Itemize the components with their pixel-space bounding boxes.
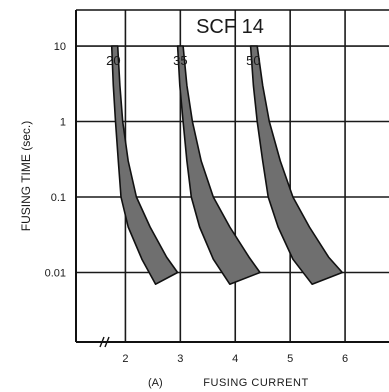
series-labels: 20 35 50: [106, 53, 260, 68]
x-tick-label: 6: [342, 353, 348, 365]
x-axis-label: FUSING CURRENT: [203, 377, 308, 389]
panel-label: (A): [148, 377, 163, 389]
y-tick-label: 0.01: [45, 267, 66, 279]
chart-title: SCF 14: [196, 16, 264, 38]
series-label-50: 50: [246, 53, 260, 68]
series-label-35: 35: [173, 53, 187, 68]
x-tick-label: 2: [122, 353, 128, 365]
y-tick-label: 10: [54, 41, 66, 53]
y-tick-label: 1: [60, 117, 66, 129]
fuse-band-20: [110, 45, 179, 285]
y-tick-label: 0.1: [51, 192, 66, 204]
series-label-20: 20: [106, 53, 120, 68]
axis-break-mark: [99, 336, 110, 348]
fuse-band-50: [249, 45, 344, 285]
fuse-band-35: [176, 45, 261, 285]
axes: [75, 9, 389, 348]
fuse-bands: [110, 45, 344, 285]
x-tick-label: 4: [232, 353, 238, 365]
x-tick-label: 3: [177, 353, 183, 365]
tick-labels: 10 1 0.1 0.01 2 3 4 5 6: [45, 41, 349, 365]
x-tick-label: 5: [287, 353, 293, 365]
y-axis-label: FUSING TIME (sec.): [19, 121, 33, 231]
